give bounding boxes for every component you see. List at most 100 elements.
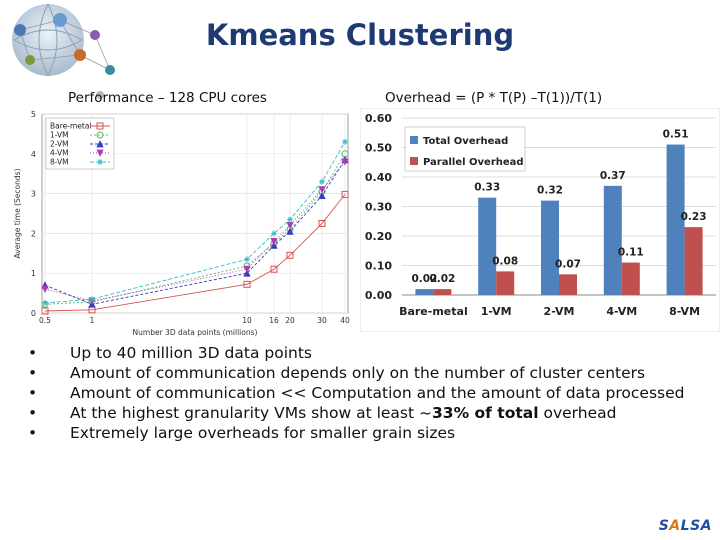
bar-total-overhead: [478, 197, 497, 295]
y-tick-label: 4: [31, 150, 36, 159]
y-tick-label: 0.60: [365, 112, 392, 125]
data-point: [341, 158, 349, 166]
x-tick-label: 10: [242, 316, 252, 325]
data-point: [243, 265, 251, 274]
legend-swatch: [410, 136, 418, 144]
performance-chart-subtitle: Performance – 128 CPU cores: [68, 90, 267, 106]
bullet-text: Up to 40 million 3D data points: [70, 344, 312, 362]
data-point: [243, 280, 251, 288]
data-label: 0.07: [555, 258, 581, 270]
data-label: 0.32: [537, 185, 563, 197]
x-tick-label: 30: [317, 316, 327, 325]
legend-label: 1-VM: [50, 131, 69, 140]
data-point: [41, 285, 49, 294]
x-tick-label: 1-VM: [481, 305, 512, 318]
x-tick-label: 40: [340, 316, 350, 325]
data-point: [341, 190, 349, 198]
bullet-text: Extremely large overheads for smaller gr…: [70, 424, 456, 442]
bullet-text: Amount of communication << Computation a…: [70, 384, 685, 402]
bullet-item: • Up to 40 million 3D data points: [28, 344, 698, 363]
data-label: 0.23: [681, 211, 707, 223]
data-point: [41, 307, 49, 315]
legend-label: Total Overhead: [423, 136, 508, 147]
bullet-item: • Amount of communication depends only on…: [28, 364, 698, 383]
data-label: 0.02: [429, 273, 455, 285]
y-tick-label: 0.40: [365, 171, 392, 184]
data-point: [318, 219, 326, 227]
data-point: [42, 300, 48, 307]
bar-parallel-overhead: [496, 271, 515, 295]
y-tick-label: 0.10: [365, 260, 392, 273]
bullet-text: Amount of communication depends only on …: [70, 364, 646, 382]
bar-total-overhead: [541, 200, 559, 295]
bar-parallel-overhead: [559, 274, 577, 295]
data-point: [97, 159, 103, 165]
data-point: [270, 241, 278, 249]
data-label: 0.02: [411, 273, 437, 285]
data-point: [286, 251, 294, 259]
legend-label: Parallel Overhead: [423, 157, 524, 168]
data-point: [270, 237, 278, 246]
data-point: [319, 178, 325, 185]
legend-label: 4-VM: [50, 149, 69, 158]
bullet-dot: •: [28, 344, 38, 362]
data-point: [271, 230, 277, 237]
bullet-dot: •: [28, 424, 38, 442]
data-point: [96, 131, 104, 139]
performance-line-chart: 0 1 2 3 4 5 0.5 1 10 16 20 30 40 Number 3D data point…: [8, 108, 353, 341]
y-tick-label: 1: [31, 269, 36, 278]
x-tick-label: 2-VM: [544, 305, 575, 318]
series-bare-metal: [41, 190, 349, 315]
logo-letter: S: [658, 518, 670, 534]
y-tick-label: 0.20: [365, 230, 392, 243]
bullet-list: • Up to 40 million 3D data points • Amount …: [28, 344, 698, 444]
y-tick-label: 0: [31, 309, 36, 318]
y-tick-label: 5: [31, 110, 36, 119]
data-point: [318, 186, 326, 194]
bar-parallel-overhead: [433, 289, 452, 295]
data-point: [243, 269, 251, 277]
bullet-text: At the highest granularity VMs show at l…: [70, 404, 433, 422]
overhead-chart-subtitle: Overhead = (P * T(P) –T(1))/T(1): [385, 90, 603, 106]
legend-label: 2-VM: [50, 140, 69, 149]
data-point: [96, 122, 104, 130]
data-label: 0.37: [600, 170, 626, 182]
data-label: 0.11: [618, 247, 644, 259]
bullet-dot: •: [28, 364, 38, 382]
data-point: [318, 191, 326, 199]
data-label: 0.51: [663, 129, 689, 141]
y-tick-label: 0.30: [365, 201, 392, 214]
data-point: [270, 265, 278, 273]
series-line: [44, 194, 346, 312]
bar-total-overhead: [415, 289, 434, 295]
bar-parallel-overhead: [684, 227, 703, 295]
logo-letter: S: [690, 518, 701, 534]
x-tick-label: 0.5: [39, 316, 51, 325]
bar-parallel-overhead: [621, 262, 640, 295]
x-tick-label: 8-VM: [669, 305, 700, 318]
logo-letter: A: [669, 518, 681, 534]
legend-label: Bare-metal: [50, 122, 92, 131]
x-axis-label: Number 3D data points (millions): [133, 328, 258, 337]
data-point: [286, 227, 294, 235]
data-label: 0.33: [474, 182, 500, 194]
legend-swatch: [410, 157, 418, 165]
data-point: [96, 140, 104, 148]
bullet-bold-text: 33% of total: [432, 404, 539, 422]
logo-letter: A: [700, 518, 712, 534]
bullet-item: • Amount of communication << Computation …: [28, 384, 698, 403]
data-point: [89, 296, 95, 303]
bullet-dot: •: [28, 384, 38, 402]
bullet-item: • Extremely large overheads for smaller g…: [28, 424, 698, 443]
y-tick-label: 0.50: [365, 142, 392, 155]
series-8-vm: [42, 138, 348, 307]
slide-title: Kmeans Clustering: [205, 18, 515, 52]
x-tick-label: 20: [285, 316, 295, 325]
x-tick-label: Bare-metal: [399, 305, 468, 318]
bar-total-overhead: [666, 144, 685, 295]
overhead-bar-chart: 0.00 0.10 0.20 0.30 0.40 0.50 0.60 Bare-metal 0.…: [360, 108, 720, 332]
y-tick-label: 0.00: [365, 289, 392, 302]
bullet-text-end: overhead: [538, 404, 617, 422]
legend-label: 8-VM: [50, 158, 69, 167]
bullet-dot: •: [28, 404, 38, 422]
